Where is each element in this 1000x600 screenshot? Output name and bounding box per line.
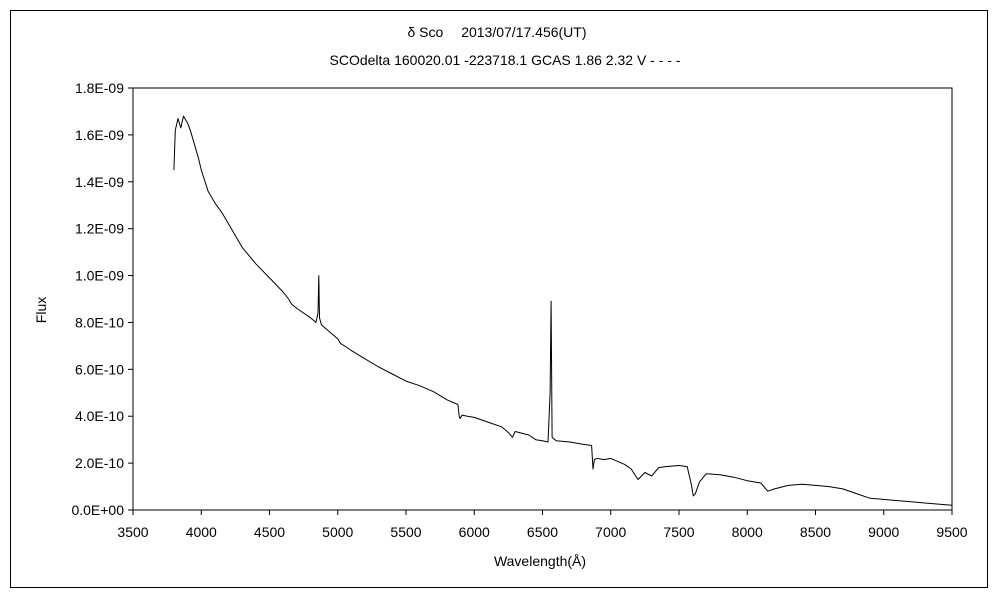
y-tick-label: 1.2E-09 — [75, 221, 124, 237]
x-tick-label: 6500 — [527, 524, 558, 540]
x-tick-label: 9500 — [936, 524, 967, 540]
plot-area — [132, 87, 953, 511]
y-axis-ticks: 0.0E+00 2.0E-10 4.0E-10 6.0E-10 8.0E-10 1.0E-… — [71, 80, 133, 518]
flux-series-line — [173, 115, 953, 506]
y-tick-label: 1.8E-09 — [75, 80, 124, 96]
series-layer — [173, 115, 953, 506]
x-tick-label: 3500 — [117, 524, 148, 540]
x-tick-label: 4000 — [186, 524, 217, 540]
x-axis-ticks: 3500 4000 4500 5000 5500 6000 6500 7000 7500 8000… — [117, 510, 968, 540]
chart-title: δ Sco 2013/07/17.456(UT) — [408, 24, 587, 40]
y-tick-label: 1.6E-09 — [75, 127, 124, 143]
x-tick-label: 4500 — [254, 524, 285, 540]
y-tick-label: 4.0E-10 — [75, 408, 124, 424]
x-tick-label: 6000 — [459, 524, 490, 540]
chart-area — [10, 10, 988, 588]
x-axis-label: Wavelength(Å) — [494, 553, 586, 569]
x-tick-label: 8000 — [732, 524, 763, 540]
x-tick-label: 5000 — [322, 524, 353, 540]
x-tick-label: 7500 — [663, 524, 694, 540]
y-tick-label: 2.0E-10 — [75, 455, 124, 471]
x-tick-label: 7000 — [595, 524, 626, 540]
x-tick-label: 8500 — [800, 524, 831, 540]
y-tick-label: 1.0E-09 — [75, 268, 124, 284]
y-tick-label: 0.0E+00 — [71, 502, 124, 518]
y-tick-label: 8.0E-10 — [75, 314, 124, 330]
y-tick-label: 6.0E-10 — [75, 361, 124, 377]
y-axis-label: Flux — [33, 297, 49, 323]
y-tick-label: 1.4E-09 — [75, 174, 124, 190]
x-tick-label: 9000 — [868, 524, 899, 540]
chart-subtitle: SCOdelta 160020.01 -223718.1 GCAS 1.86 2… — [330, 52, 681, 68]
x-tick-label: 5500 — [390, 524, 421, 540]
